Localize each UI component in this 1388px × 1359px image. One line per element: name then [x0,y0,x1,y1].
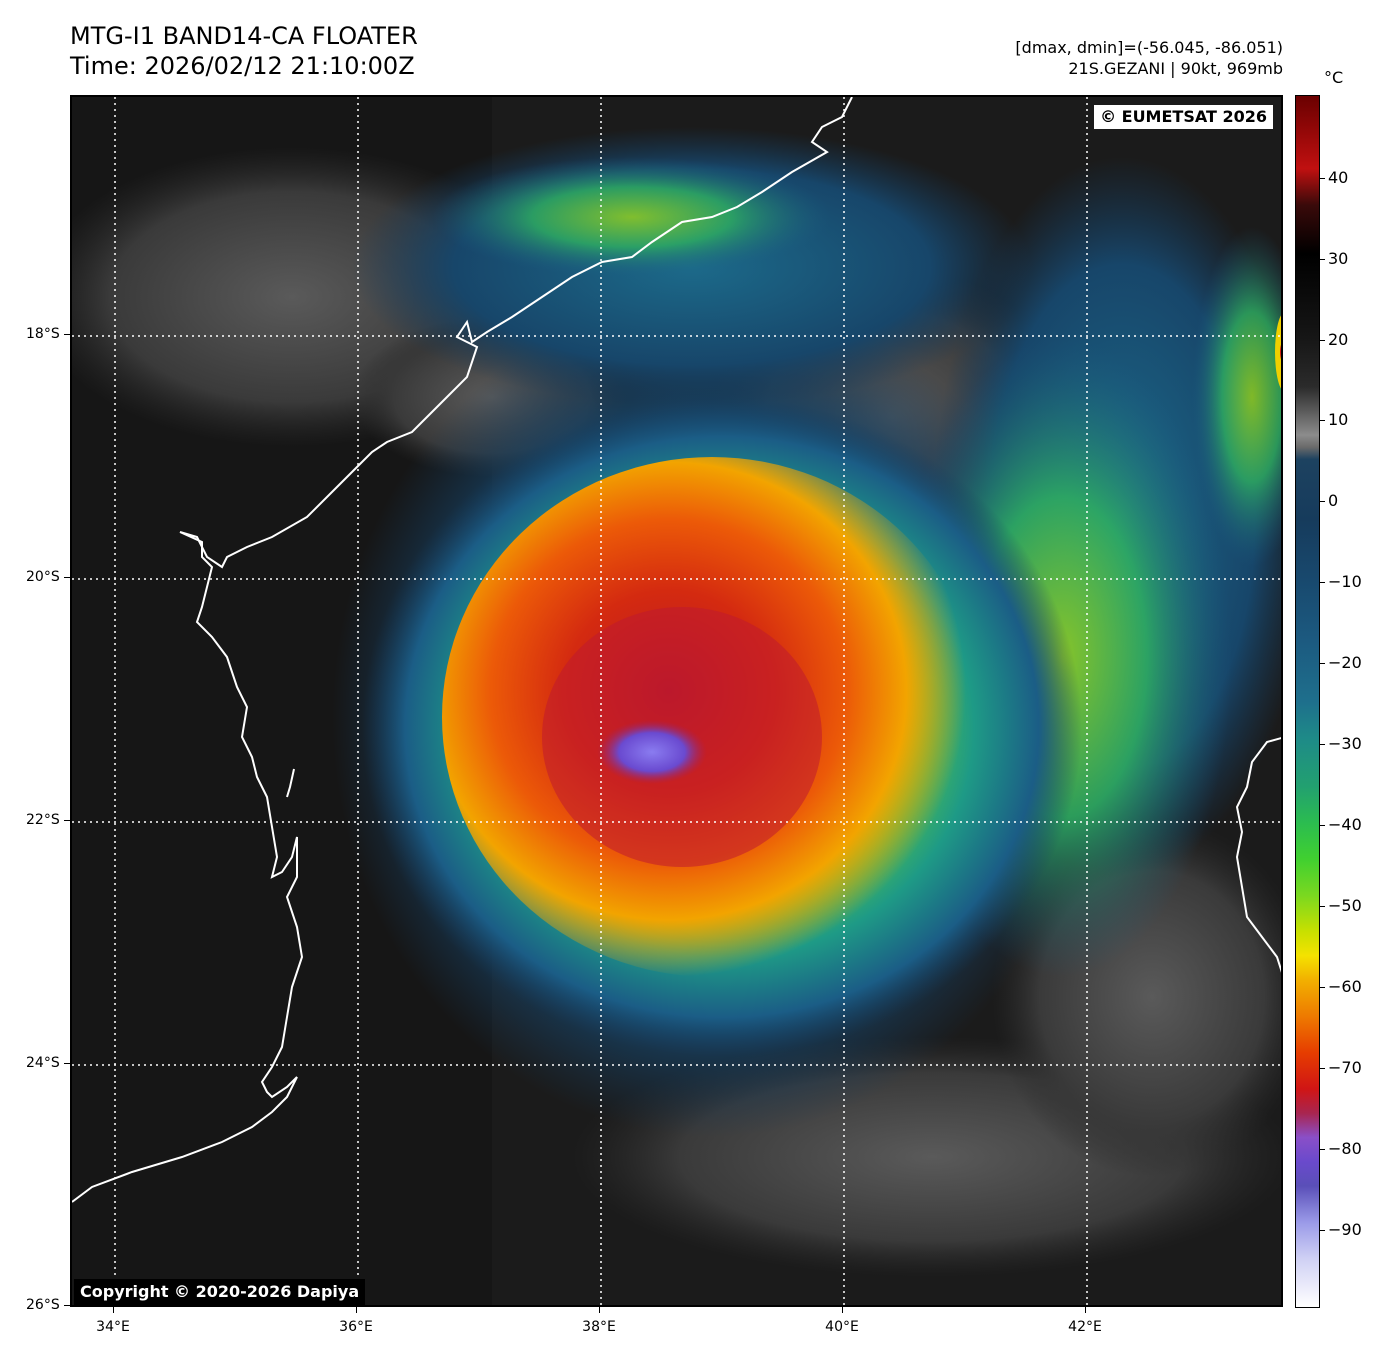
colorbar-tick-minus90: −90 [1328,1220,1362,1239]
lon-label-40e: 40°E [825,1319,859,1335]
chart-time: Time: 2026/02/12 21:10:00Z [70,52,415,80]
colorbar-tick-minus40: −40 [1328,815,1362,834]
lon-label-34e: 34°E [96,1319,130,1335]
temperature-colorbar [1295,95,1320,1308]
lat-label-26s: 26°S [26,1297,60,1313]
colorbar-tick-minus60: −60 [1328,977,1362,996]
colorbar-tick-minus30: −30 [1328,734,1362,753]
storm-info-text: 21S.GEZANI | 90kt, 969mb [1068,59,1283,78]
graticule [72,97,1281,1305]
lat-label-20s: 20°S [26,569,60,585]
colorbar-tick-minus70: −70 [1328,1058,1362,1077]
eumetsat-copyright-badge: © EUMETSAT 2026 [1094,105,1273,129]
coastline [72,97,853,1203]
satellite-imagery [72,97,1281,1305]
lon-label-36e: 36°E [339,1319,373,1335]
lat-label-22s: 22°S [26,812,60,828]
data-range-text: [dmax, dmin]=(-56.045, -86.051) [1015,38,1283,57]
colorbar-tick-0: 0 [1328,491,1339,510]
coastline-east [1235,737,1281,973]
colorbar-tick-20: 20 [1328,330,1349,349]
colorbar-tick-minus20: −20 [1328,653,1362,672]
lat-label-24s: 24°S [26,1055,60,1071]
satellite-map: © EUMETSAT 2026 Copyright © 2020-2026 Da… [70,95,1283,1307]
lat-label-18s: 18°S [26,326,60,342]
colorbar-unit: °C [1324,68,1344,87]
colorbar-tick-10: 10 [1328,410,1349,429]
lon-label-42e: 42°E [1068,1319,1102,1335]
dapiya-copyright-badge: Copyright © 2020-2026 Dapiya [74,1279,366,1305]
colorbar-tick-40: 40 [1328,168,1349,187]
colorbar-tick-minus80: −80 [1328,1139,1362,1158]
colorbar-tick-30: 30 [1328,249,1349,268]
lon-label-38e: 38°E [582,1319,616,1335]
colorbar-tick-minus10: −10 [1328,572,1362,591]
colorbar-tick-minus50: −50 [1328,896,1362,915]
chart-title: MTG-I1 BAND14-CA FLOATER [70,22,418,50]
